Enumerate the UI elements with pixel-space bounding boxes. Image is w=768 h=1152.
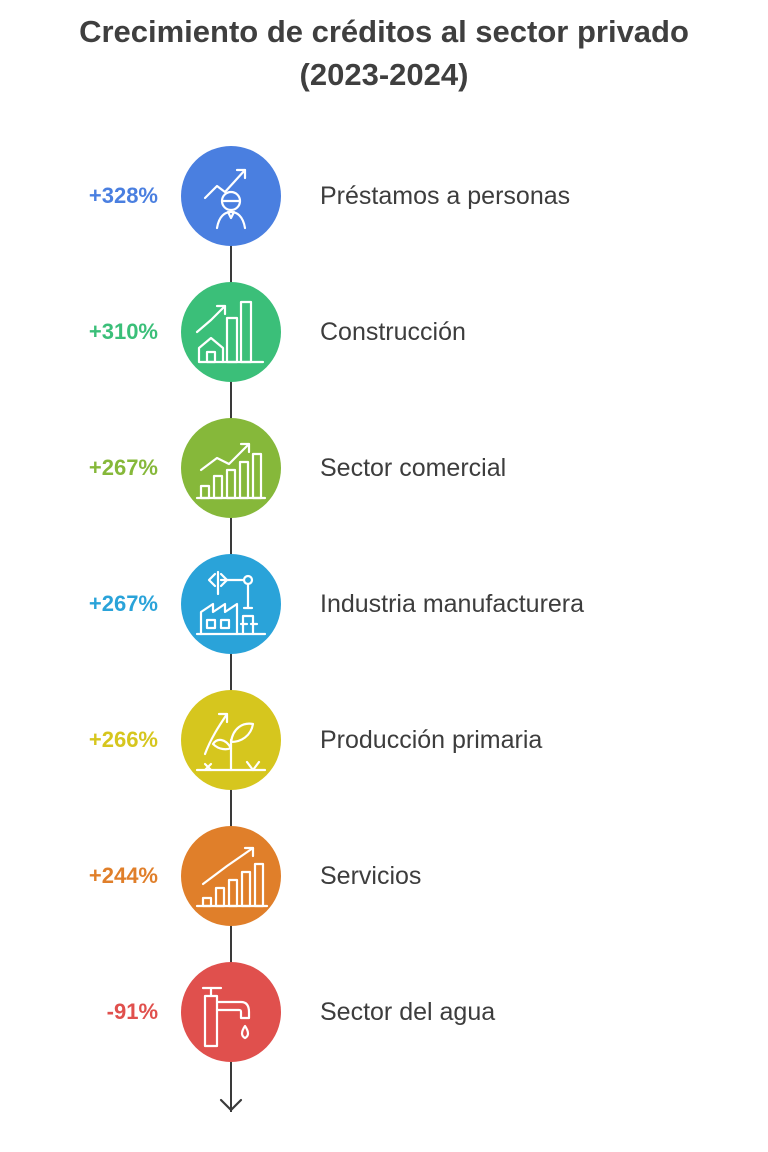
- water-faucet-icon: [201, 986, 251, 1048]
- title-line-2: (2023-2024): [299, 57, 469, 92]
- category-label: Servicios: [320, 862, 422, 890]
- title-line-1: Crecimiento de créditos al sector privad…: [79, 14, 689, 49]
- growth-value: -91%: [106, 999, 158, 1024]
- growth-value: +267%: [88, 591, 158, 616]
- category-circle: [181, 554, 281, 654]
- connector-line: [230, 1062, 232, 1112]
- connector-line: [230, 380, 232, 420]
- house-chart-icon: [195, 300, 265, 364]
- arrow-down-icon: [219, 1098, 243, 1112]
- category-circle: [181, 418, 281, 518]
- growth-value: +266%: [88, 727, 158, 752]
- list-item: +267% Industria manufacturera: [0, 554, 768, 654]
- growth-value: +310%: [88, 319, 158, 344]
- list-item: +310% Construcción: [0, 282, 768, 382]
- connector-line: [230, 789, 232, 829]
- factory-robot-arm-icon: [195, 570, 267, 636]
- connector-line: [230, 516, 232, 556]
- category-circle: [181, 962, 281, 1062]
- growth-value: +328%: [88, 183, 158, 208]
- bar-chart-growth-icon: [195, 846, 269, 908]
- list-item: +266% Producción primaria: [0, 690, 768, 790]
- category-label: Préstamos a personas: [320, 182, 571, 210]
- list-item: +244% Servicios: [0, 826, 768, 926]
- sprout-growth-icon: [195, 712, 267, 772]
- category-circle: [181, 282, 281, 382]
- category-label: Sector comercial: [320, 454, 507, 482]
- connector-line: [230, 652, 232, 692]
- category-label: Sector del agua: [320, 998, 496, 1026]
- connector-line: [230, 243, 232, 283]
- growth-value: +267%: [88, 455, 158, 480]
- category-circle: [181, 146, 281, 246]
- person-growth-icon: [203, 168, 247, 230]
- bar-chart-growth-icon: [195, 442, 267, 500]
- list-item: +267% Sector comercial: [0, 418, 768, 518]
- connector-line: [230, 925, 232, 965]
- chart-title: Crecimiento de créditos al sector privad…: [0, 10, 768, 96]
- category-label: Producción primaria: [320, 726, 543, 754]
- category-circle: [181, 690, 281, 790]
- list-item: -91% Sector del agua: [0, 962, 768, 1062]
- category-label: Industria manufacturera: [320, 590, 585, 618]
- category-label: Construcción: [320, 318, 466, 346]
- category-circle: [181, 826, 281, 926]
- growth-value: +244%: [88, 863, 158, 888]
- list-item: +328% Préstamos a personas: [0, 146, 768, 246]
